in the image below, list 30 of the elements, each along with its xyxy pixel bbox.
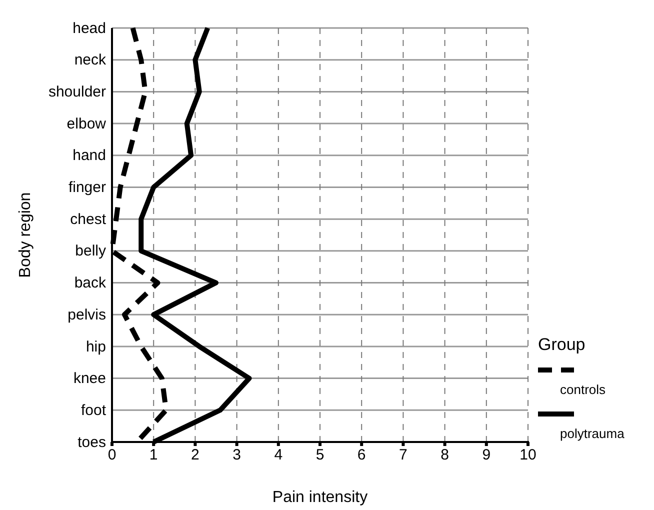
y-tick-label: elbow bbox=[66, 115, 106, 132]
y-tick-label: back bbox=[74, 274, 106, 292]
x-tick-label: 9 bbox=[482, 446, 491, 464]
x-tick-label: 3 bbox=[232, 446, 241, 464]
x-tick-label: 0 bbox=[108, 446, 116, 464]
x-tick-label: 5 bbox=[316, 446, 324, 464]
y-tick-label: hip bbox=[86, 338, 106, 356]
y-tick-label: head bbox=[72, 20, 106, 37]
y-tick-label: pelvis bbox=[68, 306, 106, 324]
x-tick-label: 2 bbox=[191, 446, 200, 464]
y-axis-title: Body region bbox=[17, 192, 34, 278]
y-tick-label: finger bbox=[68, 179, 106, 196]
legend-label: polytrauma bbox=[560, 426, 626, 441]
x-tick-label: 10 bbox=[520, 446, 536, 464]
y-tick-label: chest bbox=[70, 210, 107, 228]
x-tick-label: 1 bbox=[149, 446, 158, 464]
y-tick-label: neck bbox=[74, 52, 106, 69]
x-axis-title: Pain intensity bbox=[272, 489, 368, 506]
x-tick-label: 6 bbox=[357, 446, 366, 464]
x-tick-label: 4 bbox=[274, 446, 283, 464]
x-tick-label: 7 bbox=[399, 446, 408, 464]
legend-label: controls bbox=[560, 382, 606, 397]
y-tick-label: foot bbox=[80, 402, 107, 419]
y-tick-label: knee bbox=[73, 370, 106, 388]
y-tick-label: belly bbox=[75, 242, 106, 260]
y-tick-label: shoulder bbox=[48, 83, 106, 100]
y-tick-label: hand bbox=[72, 147, 106, 164]
x-tick-label: 8 bbox=[440, 446, 449, 464]
y-tick-label: toes bbox=[78, 434, 106, 451]
legend-title: Group bbox=[538, 335, 586, 354]
